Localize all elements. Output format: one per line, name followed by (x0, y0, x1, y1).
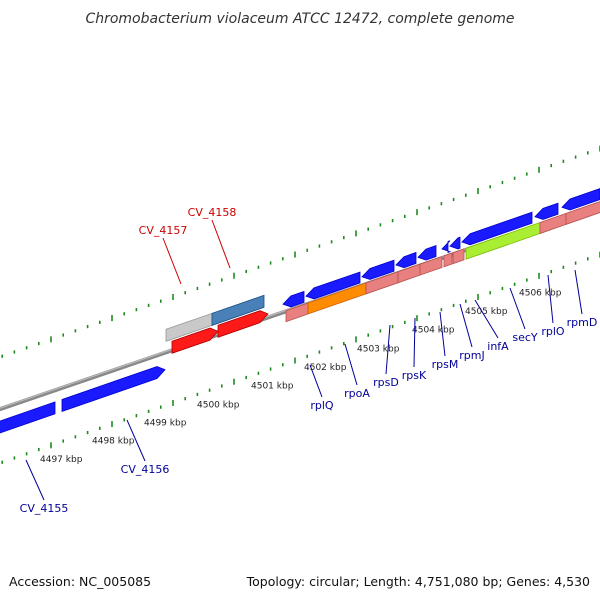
scale-tick-label: 4505 kbp (465, 307, 508, 317)
gene-rpsM (419, 255, 443, 276)
gene-forward-362 (361, 259, 395, 280)
scale-tick-label: 4504 kbp (412, 326, 455, 336)
gene-label-rpmJ: rpmJ (459, 349, 484, 362)
gene-CV_4155 (0, 401, 56, 434)
gene-forward-306 (305, 271, 361, 300)
gene-label-rpsM: rpsM (432, 358, 459, 371)
gene-label-infA: infA (487, 340, 509, 353)
scale-tick-label: 4498 kbp (92, 437, 135, 447)
gene-label-rpmD: rpmD (567, 316, 598, 329)
gene-label-CV_4157: CV_4157 (139, 224, 188, 237)
gene-label-rplO: rplO (541, 325, 565, 338)
gene-forward-283 (282, 290, 305, 308)
leader-line-CV_4156 (126, 419, 146, 462)
gene-forward-418 (417, 245, 437, 261)
rna-gene (171, 327, 219, 354)
leader-line-rplO (547, 274, 554, 324)
leader-line-rpoA (344, 343, 358, 386)
gene-CV_4158 (211, 294, 265, 326)
gene-label-rplQ: rplQ (310, 399, 334, 412)
leader-line-rplQ (309, 364, 323, 398)
leader-line-rpmJ (459, 303, 473, 348)
scale-tick-label: 4503 kbp (357, 345, 400, 355)
leader-line-secY (509, 287, 526, 330)
leader-line-CV_4155 (25, 459, 45, 501)
gene-label-CV_4158: CV_4158 (188, 206, 237, 219)
gene-forward-442 (441, 240, 452, 253)
genome-summary: Topology: circular; Length: 4,751,080 bp… (246, 574, 590, 589)
gene-label-rpsD: rpsD (373, 376, 399, 389)
scale-tick-label: 4501 kbp (251, 382, 294, 392)
scale-tick-label: 4506 kbp (519, 288, 562, 298)
gene-rpmJ (443, 252, 453, 268)
map-title: Chromobacterium violaceum ATCC 12472, co… (85, 11, 514, 27)
leader-line-rpsD (385, 324, 391, 375)
gene-label-CV_4155: CV_4155 (20, 502, 69, 515)
gene-rpmD (565, 201, 600, 225)
gene-forward-462 (461, 211, 533, 246)
lower-tick-rail (1, 251, 600, 464)
gene-label-secY: secY (512, 331, 538, 344)
rna-gene (217, 310, 269, 338)
scale-tick-label: 4497 kbp (40, 455, 83, 465)
leader-line-rpsK (413, 317, 416, 368)
leader-line-infA (474, 299, 499, 339)
upper-tick-rail (1, 145, 600, 358)
gene-forward-535 (534, 202, 559, 220)
gene-infA (452, 248, 465, 265)
gene-label-rpoA: rpoA (344, 387, 370, 400)
gene-forward-450 (449, 236, 461, 250)
gene-CV_4156 (61, 366, 166, 413)
leader-line-rpsM (439, 311, 446, 357)
scale-tick-label: 4499 kbp (144, 419, 187, 429)
gene-label-CV_4156: CV_4156 (121, 463, 170, 476)
gene-label-rpsK: rpsK (402, 369, 427, 382)
scale-tick-label: 4502 kbp (304, 363, 347, 373)
gene-forward-562 (561, 188, 600, 211)
leader-line-CV_4157 (162, 237, 182, 285)
leader-line-rpmD (574, 269, 583, 315)
gene-forward-396 (395, 251, 417, 269)
leader-line-CV_4158 (211, 219, 231, 269)
accession-label: Accession: NC_005085 (9, 574, 152, 589)
scale-tick-label: 4500 kbp (197, 400, 240, 410)
